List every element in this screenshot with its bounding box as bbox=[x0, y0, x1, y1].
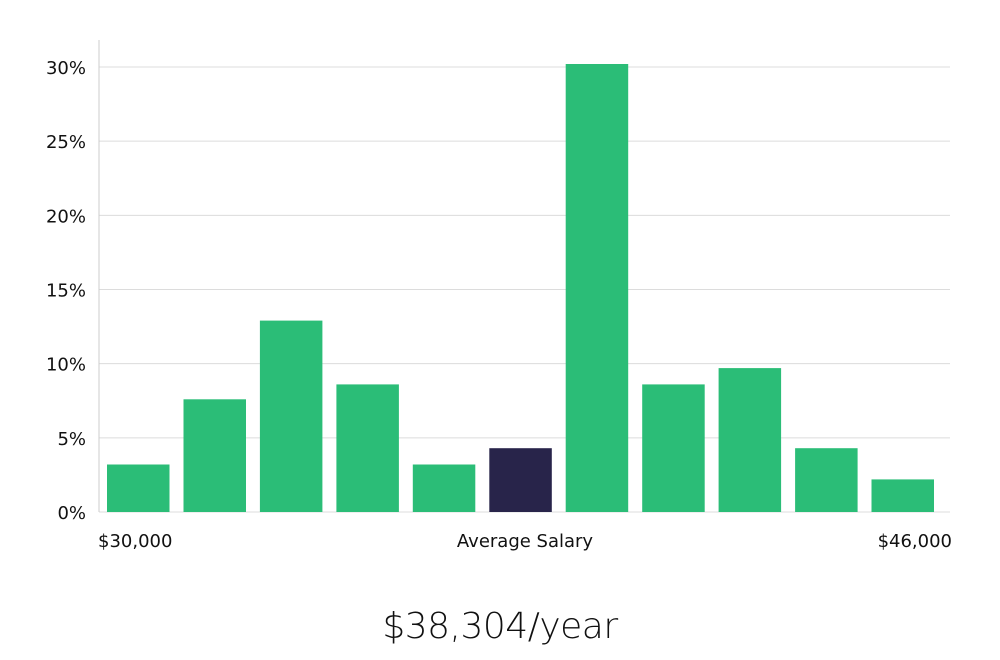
bars bbox=[107, 64, 934, 512]
bar bbox=[336, 384, 399, 512]
y-axis-ticks: 0% 5% 10% 15% 20% 25% 30% bbox=[46, 58, 86, 524]
y-tick-label: 25% bbox=[46, 132, 86, 153]
x-axis-title: Average Salary bbox=[457, 531, 594, 552]
bar bbox=[642, 384, 705, 512]
x-axis-end-label: $46,000 bbox=[878, 531, 952, 552]
bar bbox=[795, 448, 858, 512]
y-tick-label: 20% bbox=[46, 206, 86, 227]
y-tick-label: 5% bbox=[57, 429, 86, 450]
average-salary-value: $38,304/year bbox=[382, 606, 618, 647]
bar bbox=[412, 464, 476, 512]
bar bbox=[259, 320, 323, 512]
bar bbox=[718, 368, 782, 512]
bar bbox=[871, 479, 934, 512]
salary-distribution-chart: 0% 5% 10% 15% 20% 25% 30% $30,000 Average Sala… bbox=[46, 40, 952, 552]
bar bbox=[107, 464, 170, 512]
y-tick-label: 30% bbox=[46, 58, 86, 79]
y-tick-label: 10% bbox=[46, 355, 86, 376]
bar bbox=[183, 399, 246, 512]
y-tick-label: 15% bbox=[46, 281, 86, 302]
x-axis-start-label: $30,000 bbox=[98, 531, 172, 552]
highlighted-bar bbox=[489, 448, 552, 512]
bar bbox=[565, 64, 629, 512]
y-tick-label: 0% bbox=[57, 503, 86, 524]
